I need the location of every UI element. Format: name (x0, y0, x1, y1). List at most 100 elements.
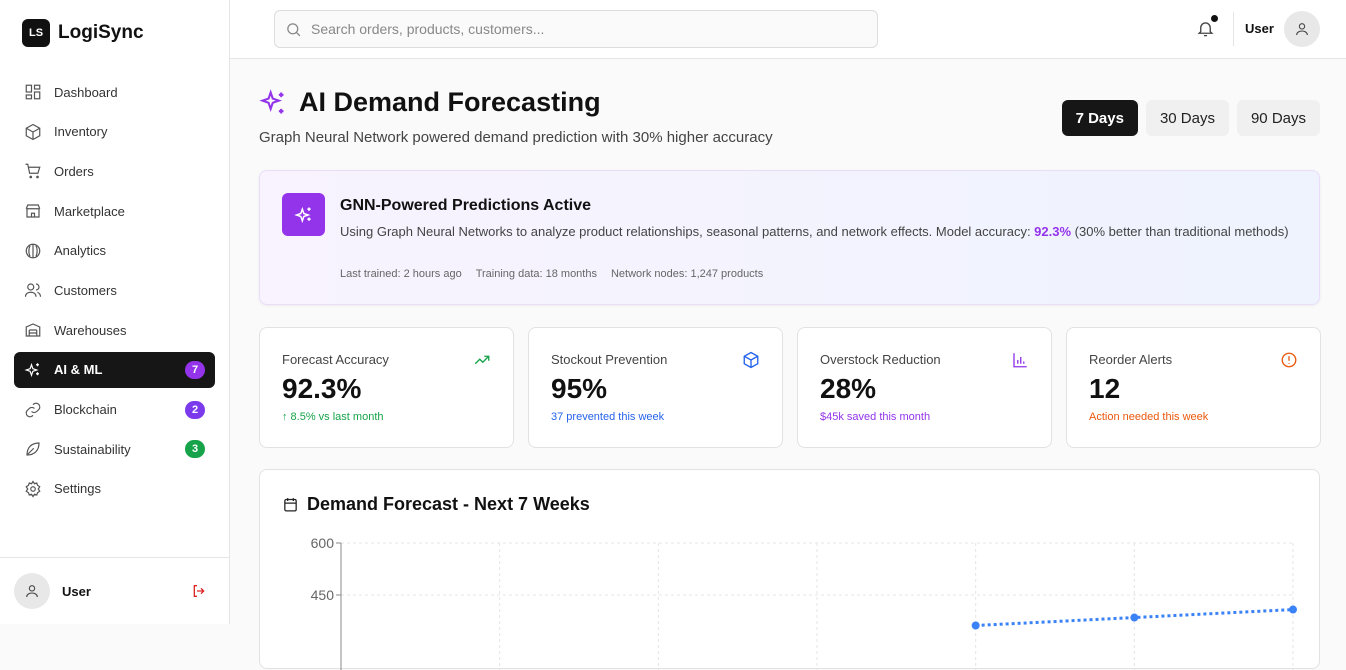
stat-card-stockout-prevention: Stockout Prevention 95% 37 prevented this … (528, 327, 783, 448)
sidebar-item-marketplace[interactable]: Marketplace (14, 193, 215, 229)
analytics-icon (25, 243, 41, 259)
range-button-7-days[interactable]: 7 Days (1061, 100, 1138, 136)
sidebar-item-label: AI & ML (54, 362, 103, 378)
page-header: AI Demand Forecasting (259, 87, 601, 118)
last-trained: Last trained: 2 hours ago (340, 268, 462, 280)
stat-label: Reorder Alerts (1089, 352, 1173, 367)
sidebar-badge: 7 (185, 360, 205, 379)
banner-icon (282, 193, 325, 236)
sidebar-item-inventory[interactable]: Inventory (14, 114, 215, 150)
demand-forecast-card: 600 450 Demand Forecast - Next 7 Weeks (259, 469, 1320, 670)
trending-up-icon (474, 355, 490, 365)
sidebar-item-label: Inventory (54, 124, 108, 140)
stat-card-forecast-accuracy: Forecast Accuracy 92.3% ↑ 8.5% vs last mon… (259, 327, 514, 448)
model-accuracy: 92.3% (1034, 224, 1072, 239)
range-button-90-days[interactable]: 90 Days (1236, 100, 1320, 136)
sidebar-username: User (62, 583, 91, 599)
header-username[interactable]: User (1245, 21, 1274, 36)
y-tick-label: 450 (311, 587, 335, 603)
stat-value: 28% (820, 373, 877, 404)
link-icon (25, 402, 41, 417)
box-icon (25, 123, 41, 140)
bell-icon (1197, 22, 1214, 37)
sidebar-item-label: Customers (54, 282, 117, 298)
sparkles-icon (259, 88, 284, 113)
sidebar-item-label: Marketplace (54, 203, 125, 219)
logo[interactable]: LS LogiSync (22, 19, 144, 47)
page-title: AI Demand Forecasting (299, 87, 601, 117)
store-icon (25, 204, 41, 218)
stat-value: 12 (1089, 373, 1121, 404)
leaf-icon (26, 442, 40, 456)
stat-subtext: Action needed this week (1089, 411, 1209, 423)
sidebar-item-label: Settings (54, 481, 101, 497)
stat-cards: Forecast Accuracy 92.3% ↑ 8.5% vs last mon… (259, 327, 1321, 448)
stat-value: 95% (551, 373, 608, 404)
network-nodes: Network nodes: 1,247 products (610, 268, 764, 280)
sidebar-item-label: Warehouses (54, 322, 127, 338)
sidebar-item-label: Analytics (54, 243, 107, 259)
dashboard-icon (25, 84, 41, 100)
forecast-point[interactable] (1289, 605, 1297, 614)
alert-circle-icon (1281, 352, 1297, 368)
forecast-point[interactable] (1130, 613, 1139, 622)
sidebar-item-orders[interactable]: Orders (14, 153, 215, 189)
sidebar-item-label: Dashboard (54, 84, 118, 100)
cart-icon (25, 164, 41, 179)
calendar-icon (284, 498, 297, 512)
notifications-button[interactable] (1196, 15, 1218, 43)
stat-label: Overstock Reduction (820, 352, 941, 367)
stat-card-overstock-reduction: Overstock Reduction 28% $45k saved this mo… (797, 327, 1052, 448)
logo-mark: LS (22, 19, 50, 47)
stat-label: Forecast Accuracy (282, 352, 389, 367)
top-header: Search orders, products, customers... Us… (230, 0, 1346, 59)
sidebar-item-label: Orders (54, 163, 94, 179)
search-icon (287, 22, 301, 36)
banner-meta: Last trained: 2 hours ago Training data:… (340, 268, 763, 280)
header-avatar[interactable] (1284, 11, 1320, 47)
chart-title-row: Demand Forecast - Next 7 Weeks (282, 494, 590, 515)
banner-text-part: Using Graph Neural Networks to analyze p… (340, 224, 1035, 239)
chart-title: Demand Forecast - Next 7 Weeks (307, 494, 590, 514)
sparkles-icon (24, 362, 39, 377)
sidebar-badge: 3 (185, 440, 205, 459)
search-input[interactable]: Search orders, products, customers... (274, 10, 878, 48)
sidebar-nav: Dashboard Inventory Orders Marketplace Analy… (14, 74, 215, 511)
banner-text: Using Graph Neural Networks to analyze p… (340, 223, 1300, 241)
box-icon (743, 351, 759, 369)
stat-subtext: 37 prevented this week (551, 411, 665, 423)
avatar[interactable] (14, 573, 50, 609)
sidebar-item-customers[interactable]: Customers (14, 272, 215, 308)
bar-chart-icon (1013, 353, 1027, 368)
sidebar-item-analytics[interactable]: Analytics (14, 233, 215, 269)
stat-card-reorder-alerts: Reorder Alerts 12 Action needed this week (1066, 327, 1321, 448)
warehouse-icon (25, 323, 41, 337)
stat-subtext: ↑ 8.5% vs last month (282, 411, 384, 423)
forecast-point[interactable] (971, 621, 980, 630)
user-icon (1296, 23, 1308, 36)
banner-title: GNN-Powered Predictions Active (340, 197, 592, 214)
forecast-chart: 600 450 (311, 535, 1297, 670)
user-icon (26, 585, 38, 598)
sidebar-item-ai-ml[interactable]: AI & ML 7 (14, 351, 215, 388)
training-data: Training data: 18 months (475, 268, 597, 280)
search-placeholder: Search orders, products, customers... (311, 21, 545, 37)
notification-dot (1211, 15, 1218, 22)
app-name: LogiSync (58, 22, 144, 43)
sidebar: LS LogiSync Dashboard Inventory Orders Mark… (0, 0, 230, 624)
sidebar-item-sustainability[interactable]: Sustainability 3 (14, 431, 215, 467)
stat-subtext: $45k saved this month (820, 411, 931, 423)
sidebar-item-warehouses[interactable]: Warehouses (14, 312, 215, 348)
sidebar-item-settings[interactable]: Settings (14, 471, 215, 507)
logout-icon[interactable] (191, 583, 207, 599)
sidebar-item-dashboard[interactable]: Dashboard (14, 74, 215, 110)
sidebar-item-blockchain[interactable]: Blockchain 2 (14, 392, 215, 428)
sidebar-item-label: Sustainability (54, 441, 131, 457)
divider (1233, 12, 1234, 46)
gnn-banner: GNN-Powered Predictions Active Using Gra… (259, 170, 1320, 305)
banner-text-part: (30% better than traditional methods) (1071, 224, 1289, 239)
stat-label: Stockout Prevention (551, 352, 668, 367)
range-button-30-days[interactable]: 30 Days (1145, 100, 1229, 136)
page-subtitle: Graph Neural Network powered demand pred… (259, 129, 773, 146)
sidebar-badge: 2 (185, 400, 205, 419)
